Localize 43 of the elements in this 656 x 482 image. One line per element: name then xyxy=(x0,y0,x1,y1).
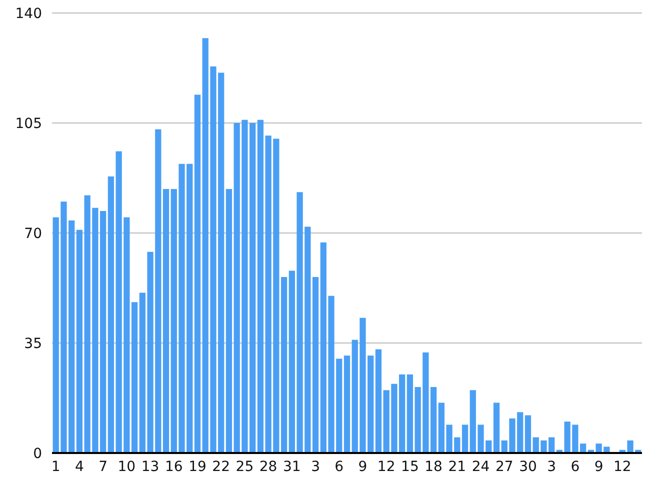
x-tick-label: 24 xyxy=(472,459,490,475)
bar xyxy=(493,402,500,453)
x-tick-label: 15 xyxy=(401,459,419,475)
bar xyxy=(226,189,232,453)
bar xyxy=(312,277,319,453)
y-tick-label: 70 xyxy=(24,226,42,242)
x-tick-label: 31 xyxy=(283,459,301,475)
bar xyxy=(131,302,138,453)
x-tick-label: 16 xyxy=(164,459,183,475)
x-tick-label: 21 xyxy=(448,459,466,475)
bar xyxy=(462,424,468,453)
x-tick-label: 27 xyxy=(495,459,514,475)
x-tick-label: 6 xyxy=(334,459,344,475)
bar xyxy=(162,189,170,453)
x-tick-label: 18 xyxy=(424,459,442,475)
x-tick-label: 10 xyxy=(118,459,136,475)
bar xyxy=(76,230,83,453)
x-tick-label: 30 xyxy=(519,459,537,475)
x-tick-label: 4 xyxy=(75,459,84,475)
x-tick-label: 12 xyxy=(377,459,396,475)
bar xyxy=(344,356,350,453)
y-tick-label: 35 xyxy=(24,336,42,352)
x-tick-label: 7 xyxy=(98,459,108,475)
x-tick-label: 9 xyxy=(358,459,368,475)
bar xyxy=(375,349,382,453)
x-tick-label: 25 xyxy=(236,459,254,475)
y-tick-label: 0 xyxy=(33,446,42,462)
x-tick-label: 28 xyxy=(259,459,278,475)
x-tick-label: 22 xyxy=(212,459,230,475)
bar xyxy=(406,374,414,453)
x-tick-label: 9 xyxy=(594,459,604,475)
x-tick-label: 3 xyxy=(311,459,320,475)
x-tick-label: 6 xyxy=(570,459,580,475)
bar xyxy=(524,415,532,453)
bar xyxy=(280,277,288,453)
x-tick-label: 19 xyxy=(188,459,206,475)
x-tick-label: 13 xyxy=(141,459,160,475)
x-tick-label: 3 xyxy=(547,459,556,475)
y-tick-label: 105 xyxy=(15,116,42,132)
x-tick-label: 1 xyxy=(51,459,60,475)
bar xyxy=(194,94,201,453)
y-tick-label: 140 xyxy=(15,6,42,22)
x-tick-label: 12 xyxy=(613,459,632,475)
